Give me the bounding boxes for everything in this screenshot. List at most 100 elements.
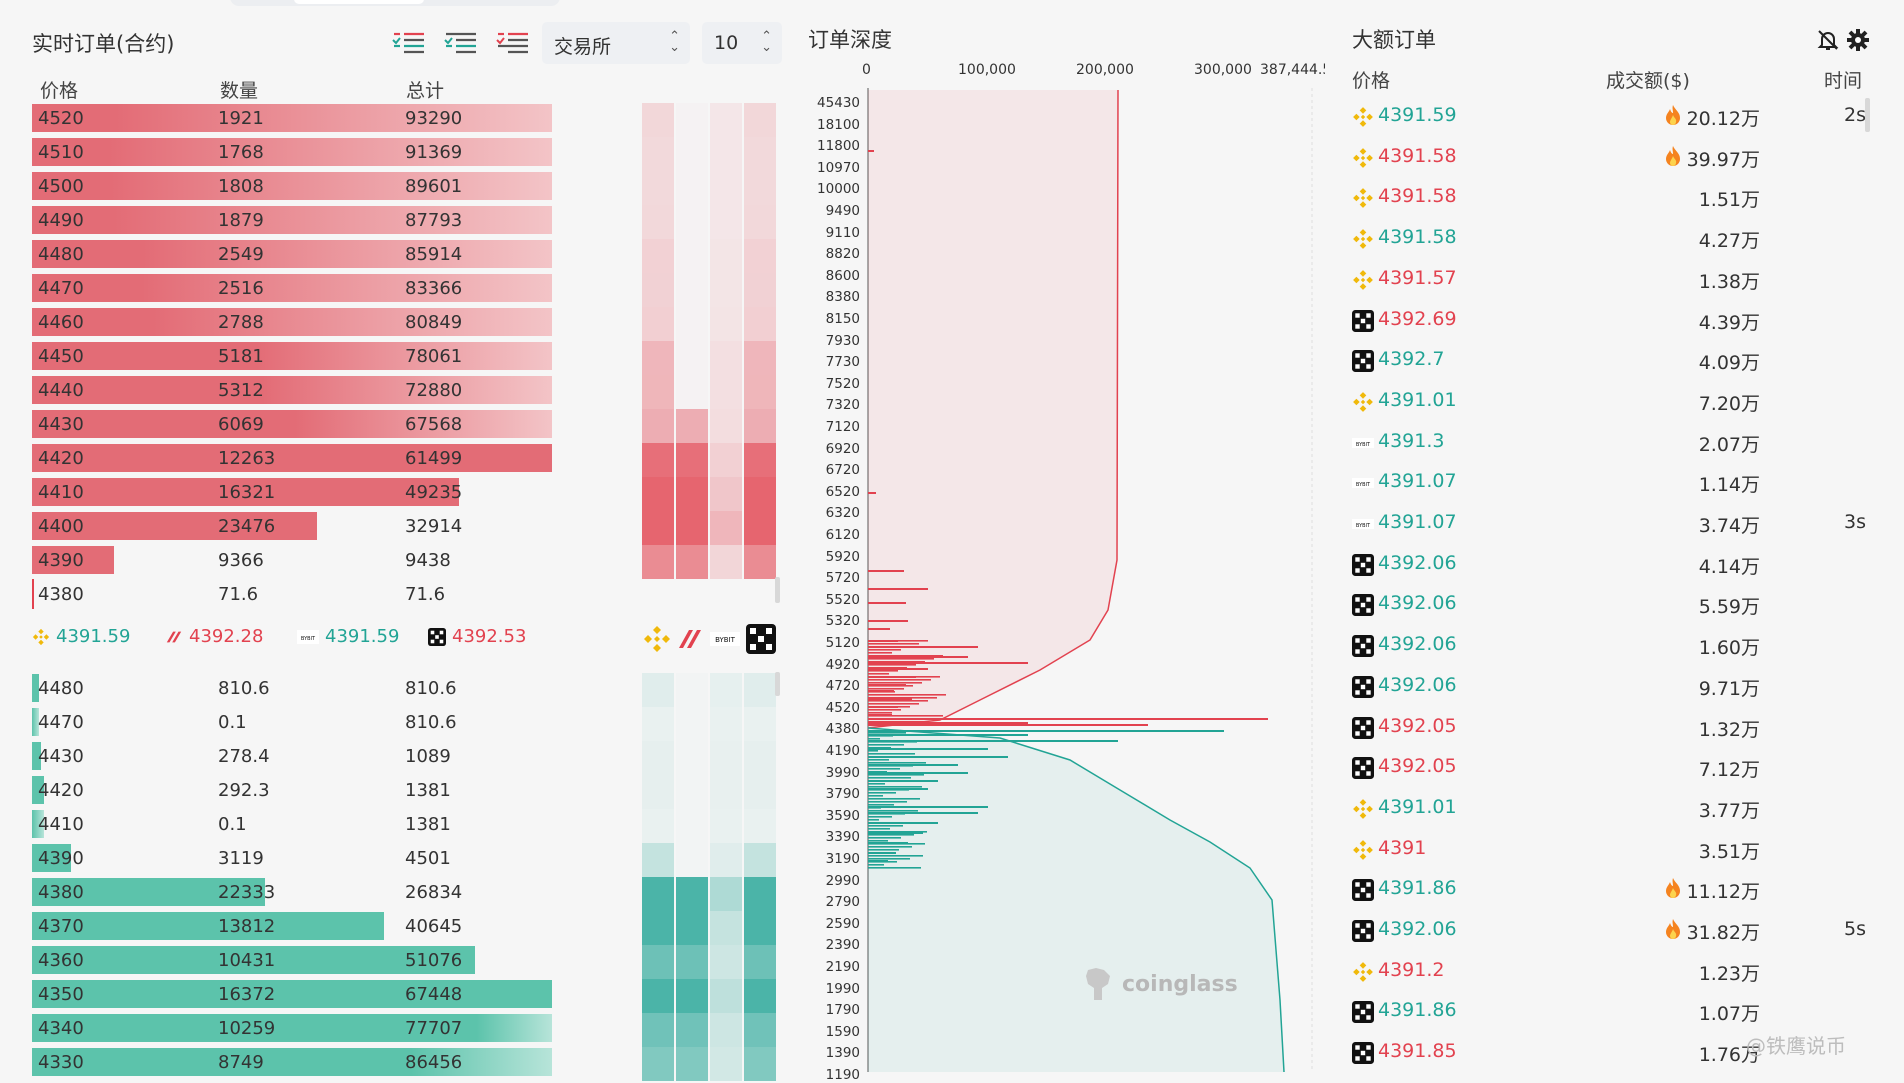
large-order-row[interactable]: 4392.06 5.59万 — [1352, 588, 1872, 622]
exchange-select[interactable]: 交易所 ⌃ ⌄ — [542, 22, 690, 64]
bid-row[interactable]: 4340 10259 77707 — [32, 1013, 782, 1043]
bid-price: 4430 — [38, 746, 84, 767]
bid-row[interactable]: 4360 10431 51076 — [32, 945, 782, 975]
exchange-heat-cell — [642, 945, 674, 979]
ask-row[interactable]: 4510 1768 91369 — [32, 137, 782, 167]
ask-price: 4520 — [38, 108, 84, 129]
bid-depth-bar — [868, 812, 978, 814]
ask-row[interactable]: 4410 16321 49235 — [32, 477, 782, 507]
exchange-heat-cell — [642, 843, 674, 877]
ask-row[interactable]: 4390 9366 9438 — [32, 545, 782, 575]
ask-row[interactable]: 4470 2516 83366 — [32, 273, 782, 303]
bid-row[interactable]: 4480 810.6 810.6 — [32, 673, 782, 703]
ask-qty: 1768 — [218, 142, 264, 163]
exchange-heat-cell — [744, 1013, 776, 1047]
large-order-row[interactable]: BYBIT 4391.3 2.07万 — [1352, 426, 1872, 460]
ask-row[interactable]: 4430 6069 67568 — [32, 409, 782, 439]
bid-row[interactable]: 4350 16372 67448 — [32, 979, 782, 1009]
bid-row[interactable]: 4470 0.1 810.6 — [32, 707, 782, 737]
scrollbar-thumb[interactable] — [1865, 98, 1870, 132]
depth-bar — [32, 1048, 552, 1076]
large-order-row[interactable]: BYBIT 4391.07 1.14万 — [1352, 466, 1872, 500]
bybit-icon: BYBIT — [1352, 472, 1374, 494]
ask-row[interactable]: 4400 23476 32914 — [32, 511, 782, 541]
ask-row[interactable]: 4460 2788 80849 — [32, 307, 782, 337]
bid-price: 4370 — [38, 916, 84, 937]
exchange-heat-cell — [642, 273, 674, 307]
large-order-row[interactable]: 4391.01 3.77万 — [1352, 792, 1872, 826]
view-both-icon[interactable] — [390, 30, 426, 58]
bid-row[interactable]: 4330 8749 86456 — [32, 1047, 782, 1077]
ask-depth-bar — [868, 676, 940, 678]
view-bids-icon[interactable] — [442, 30, 478, 58]
large-order-row[interactable]: 4391.59 20.12万 2s — [1352, 100, 1872, 134]
view-asks-icon[interactable] — [494, 30, 530, 58]
ask-row[interactable]: 4520 1921 93290 — [32, 103, 782, 133]
large-order-row[interactable]: 4391.86 1.07万 — [1352, 995, 1872, 1029]
order-amount: 3.51万 — [1698, 840, 1760, 863]
large-order-row[interactable]: 4391.58 4.27万 — [1352, 222, 1872, 256]
depth-bar — [32, 376, 552, 404]
large-order-row[interactable]: 4392.69 4.39万 — [1352, 304, 1872, 338]
ask-row[interactable]: 4490 1879 87793 — [32, 205, 782, 235]
exchange-heat-cell — [676, 979, 708, 1013]
large-order-row[interactable]: 4391.01 7.20万 — [1352, 385, 1872, 419]
large-order-row[interactable]: 4391 3.51万 — [1352, 833, 1872, 867]
order-price: 4391 — [1378, 836, 1427, 859]
mute-bell-icon[interactable] — [1816, 28, 1840, 52]
exchange-heat-cell — [744, 443, 776, 477]
order-amount: 31.82万 — [1686, 922, 1760, 944]
large-order-row[interactable]: 4391.86 11.12万 — [1352, 873, 1872, 907]
large-order-row[interactable]: BYBIT 4391.07 3.74万 3s — [1352, 507, 1872, 541]
ask-price: 4470 — [38, 278, 84, 299]
bid-row[interactable]: 4410 0.1 1381 — [32, 809, 782, 839]
order-price: 4392.06 — [1378, 551, 1457, 574]
ticker-bybit[interactable]: BYBIT 4391.59 — [297, 626, 399, 647]
ask-row[interactable]: 4420 12263 61499 — [32, 443, 782, 473]
exchange-heat-cell — [744, 205, 776, 239]
ask-row[interactable]: 4450 5181 78061 — [32, 341, 782, 371]
ticker-okx[interactable]: 4392.53 — [428, 626, 526, 647]
ask-row[interactable]: 4480 2549 85914 — [32, 239, 782, 269]
large-order-row[interactable]: 4392.7 4.09万 — [1352, 344, 1872, 378]
ticker-binance[interactable]: 4391.59 — [32, 626, 130, 647]
large-order-row[interactable]: 4392.06 4.14万 — [1352, 548, 1872, 582]
ask-depth-bar — [868, 690, 894, 692]
bid-row[interactable]: 4380 22333 26834 — [32, 877, 782, 907]
bid-total: 86456 — [405, 1052, 463, 1073]
bid-row[interactable]: 4370 13812 40645 — [32, 911, 782, 941]
large-order-row[interactable]: 4391.58 39.97万 — [1352, 141, 1872, 175]
large-order-row[interactable]: 4391.58 1.51万 — [1352, 181, 1872, 215]
large-order-row[interactable]: 4391.2 1.23万 — [1352, 955, 1872, 989]
ask-depth-bar — [868, 646, 910, 648]
okx-icon — [1352, 1042, 1374, 1065]
ask-price: 4500 — [38, 176, 84, 197]
large-order-row[interactable]: 4392.05 1.32万 — [1352, 711, 1872, 745]
large-order-row[interactable]: 4392.05 7.12万 — [1352, 751, 1872, 785]
svg-text:BYBIT: BYBIT — [1356, 442, 1371, 448]
scrollbar-thumb[interactable] — [775, 577, 780, 603]
settings-gear-icon[interactable] — [1846, 28, 1870, 52]
large-order-row[interactable]: 4392.06 9.71万 — [1352, 670, 1872, 704]
binance-icon — [1352, 106, 1374, 128]
depth-level-select[interactable]: 10 ⌃ ⌄ — [702, 22, 782, 64]
large-order-row[interactable]: 4392.06 31.82万 5s — [1352, 914, 1872, 948]
bid-depth-bar — [868, 855, 923, 857]
ask-row[interactable]: 4440 5312 72880 — [32, 375, 782, 405]
ticker-bitget[interactable]: 4392.28 — [165, 626, 263, 647]
bid-depth-bar — [868, 806, 988, 808]
large-order-row[interactable]: 4391.85 1.76万 — [1352, 1036, 1872, 1070]
bid-depth-bar — [868, 822, 938, 824]
large-order-row[interactable]: 4392.06 1.60万 — [1352, 629, 1872, 663]
okx-icon — [1352, 594, 1374, 617]
ask-row[interactable]: 4500 1808 89601 — [32, 171, 782, 201]
scrollbar-thumb[interactable] — [775, 672, 780, 696]
bid-row[interactable]: 4390 3119 4501 — [32, 843, 782, 873]
exchange-heat-cell — [744, 673, 776, 707]
exchange-heat-cell — [642, 911, 674, 945]
price-level-label: 1590 — [825, 1023, 860, 1040]
large-order-row[interactable]: 4391.57 1.38万 — [1352, 263, 1872, 297]
ask-row[interactable]: 4380 71.6 71.6 — [32, 579, 782, 609]
bid-row[interactable]: 4420 292.3 1381 — [32, 775, 782, 805]
bid-row[interactable]: 4430 278.4 1089 — [32, 741, 782, 771]
